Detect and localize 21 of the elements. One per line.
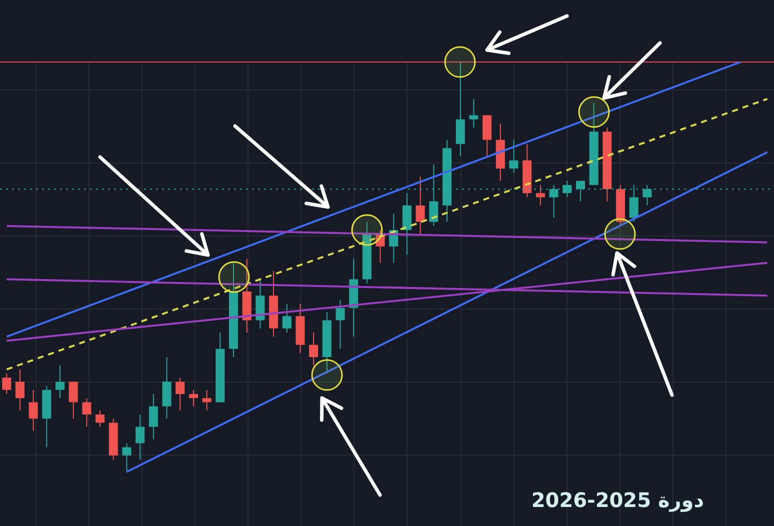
candlestick — [188, 389, 198, 407]
candlestick — [148, 394, 158, 440]
candlestick — [416, 176, 425, 235]
candlestick — [15, 368, 24, 411]
candlestick — [282, 303, 292, 334]
candlestick — [96, 410, 105, 428]
candlestick — [509, 139, 518, 174]
candlestick — [536, 184, 545, 206]
candlestick — [2, 373, 12, 395]
text: دورة 2025-2026 — [531, 488, 704, 512]
candlestick — [122, 442, 132, 472]
candlestick — [336, 299, 345, 350]
candlestick — [28, 389, 38, 432]
candlestick — [309, 332, 318, 366]
candlestick — [176, 377, 185, 411]
candlestick — [136, 414, 145, 460]
candlestick — [68, 381, 78, 420]
candlestick — [469, 98, 478, 128]
candlestick — [56, 364, 65, 399]
candlestick — [202, 389, 212, 411]
candlestick — [82, 398, 92, 428]
